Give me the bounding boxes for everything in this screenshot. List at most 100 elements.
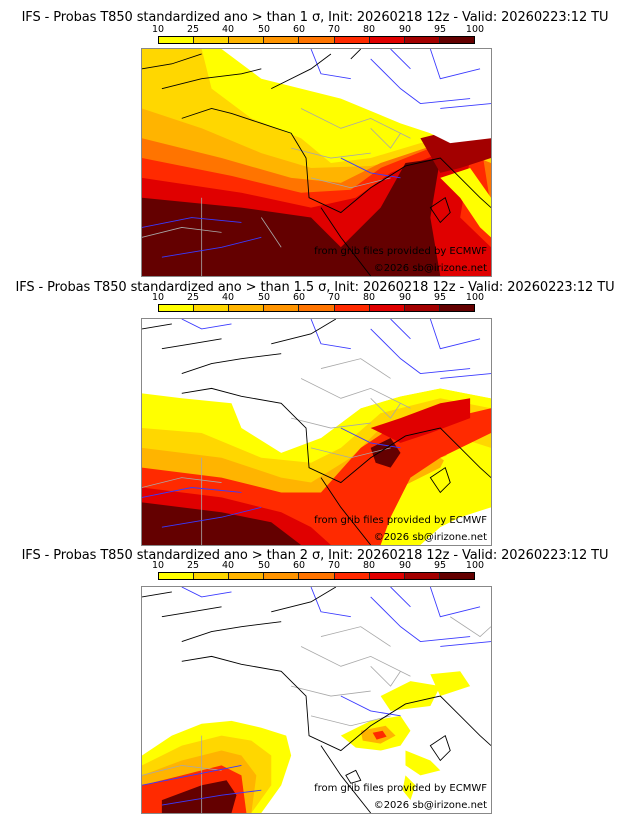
tick-label: 60 — [292, 24, 306, 35]
panel-1-colorbar — [158, 36, 475, 44]
colorbar-segment — [229, 573, 265, 579]
panel-3-credit-copyright: ©2026 sb@irizone.net — [373, 800, 487, 811]
probability-fill — [142, 49, 491, 276]
tick-label: 50 — [257, 292, 271, 303]
prob-10-italy — [440, 447, 491, 508]
tick-label: 95 — [433, 24, 447, 35]
prob-10-alps — [340, 671, 471, 801]
colorbar-segment — [299, 37, 335, 43]
panel-3-map: from grib files provided by ECMWF ©2026 … — [141, 586, 492, 814]
no-prob-north — [142, 319, 491, 443]
colorbar-segment — [334, 573, 370, 579]
tick-label: 50 — [257, 560, 271, 571]
panel-2-map: from grib files provided by ECMWF ©2026 … — [141, 318, 492, 546]
panel-3-credit-source: from grib files provided by ECMWF — [314, 783, 487, 794]
tick-label: 80 — [362, 24, 376, 35]
no-prob-north — [271, 49, 491, 144]
colorbar-segment — [369, 305, 405, 311]
panel-2-colorbar — [158, 304, 475, 312]
coastline — [142, 587, 491, 813]
colorbar-segment — [229, 37, 265, 43]
tick-label: 10 — [151, 292, 165, 303]
colorbar-segment — [229, 305, 265, 311]
panel-1-credit-source: from grib files provided by ECMWF — [314, 246, 487, 257]
colorbar-segment — [299, 573, 335, 579]
panel-3-colorbar-ticks: 10 25 40 50 60 70 80 90 95 100 — [150, 560, 490, 571]
prob-80 — [142, 398, 471, 545]
colorbar-segment — [334, 37, 370, 43]
panel-3-colorbar — [158, 572, 475, 580]
colorbar-segment — [194, 37, 230, 43]
prob-95 — [142, 437, 401, 545]
tick-label: 90 — [398, 560, 412, 571]
panel-3-title: IFS - Probas T850 standardized ano > tha… — [21, 548, 609, 563]
colorbar-segment — [264, 573, 300, 579]
prob-70-alps — [372, 730, 387, 740]
colorbar-segment — [439, 573, 474, 579]
colorbar-segment — [159, 305, 195, 311]
tick-label: 100 — [465, 560, 485, 571]
panel-2-credit-source: from grib files provided by ECMWF — [314, 515, 487, 526]
map-outlines — [142, 587, 491, 813]
colorbar-segment — [369, 573, 405, 579]
panel-1-colorbar-ticks: 10 25 40 50 60 70 80 90 95 100 — [150, 24, 490, 35]
tick-label: 95 — [433, 560, 447, 571]
prob-10-italy — [440, 167, 491, 238]
borders — [142, 616, 491, 813]
tick-label: 10 — [151, 560, 165, 571]
tick-label: 40 — [221, 560, 235, 571]
prob-95-spain — [161, 780, 237, 813]
colorbar-segment — [404, 37, 440, 43]
panel-2-title: IFS - Probas T850 standardized ano > tha… — [15, 280, 615, 295]
tick-label: 100 — [465, 24, 485, 35]
borders — [142, 358, 411, 545]
tick-label: 70 — [327, 292, 341, 303]
tick-label: 100 — [465, 292, 485, 303]
panel-2-colorbar-ticks: 10 25 40 50 60 70 80 90 95 100 — [150, 292, 490, 303]
panel-2-map-canvas — [142, 319, 491, 545]
colorbar-segment — [194, 305, 230, 311]
probability-fill — [142, 671, 471, 813]
coastline — [142, 319, 491, 545]
tick-label: 10 — [151, 24, 165, 35]
panel-1-map-canvas — [142, 49, 491, 276]
panel-1-map: from grib files provided by ECMWF ©2026 … — [141, 48, 492, 277]
probability-fill — [142, 319, 491, 545]
tick-label: 95 — [433, 292, 447, 303]
tick-label: 50 — [257, 24, 271, 35]
borders — [142, 108, 411, 276]
tick-label: 25 — [186, 24, 200, 35]
panel-1-title: IFS - Probas T850 standardized ano > tha… — [21, 10, 609, 25]
map-outlines — [142, 319, 491, 545]
tick-label: 25 — [186, 560, 200, 571]
colorbar-segment — [194, 573, 230, 579]
tick-label: 60 — [292, 292, 306, 303]
prob-95 — [142, 158, 441, 276]
colorbar-segment — [299, 305, 335, 311]
colorbar-segment — [159, 573, 195, 579]
colorbar-segment — [264, 37, 300, 43]
colorbar-segment — [439, 305, 474, 311]
coastline — [142, 49, 491, 276]
tick-label: 40 — [221, 24, 235, 35]
colorbar-segment — [404, 305, 440, 311]
tick-label: 90 — [398, 24, 412, 35]
tick-label: 40 — [221, 292, 235, 303]
colorbar-segment — [159, 37, 195, 43]
colorbar-segment — [439, 37, 474, 43]
colorbar-segment — [264, 305, 300, 311]
rivers — [142, 49, 491, 258]
panel-2-credit-copyright: ©2026 sb@irizone.net — [373, 532, 487, 543]
colorbar-segment — [369, 37, 405, 43]
rivers — [142, 319, 491, 528]
map-outlines — [142, 49, 491, 276]
rivers — [142, 587, 491, 806]
panel-3-map-canvas — [142, 587, 491, 813]
panel-1-credit-copyright: ©2026 sb@irizone.net — [373, 263, 487, 274]
colorbar-segment — [334, 305, 370, 311]
tick-label: 25 — [186, 292, 200, 303]
tick-label: 80 — [362, 292, 376, 303]
tick-label: 80 — [362, 560, 376, 571]
colorbar-segment — [404, 573, 440, 579]
tick-label: 70 — [327, 24, 341, 35]
